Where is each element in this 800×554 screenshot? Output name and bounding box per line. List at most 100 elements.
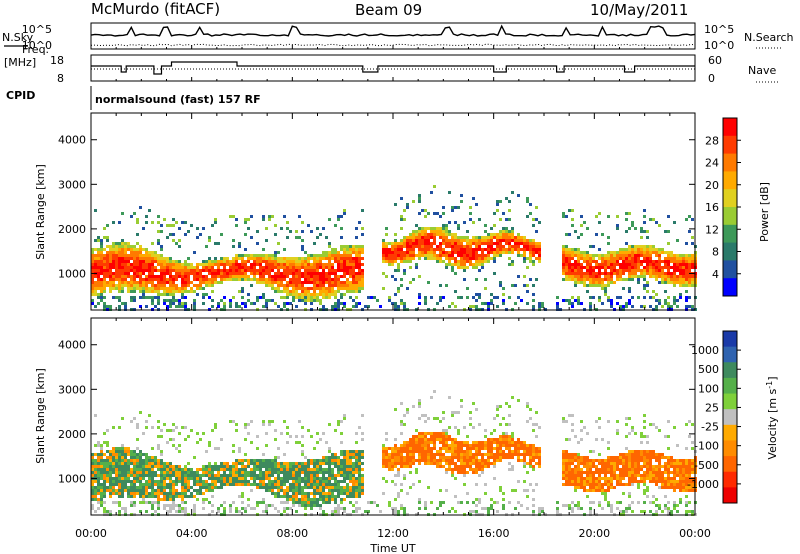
power-cell: [457, 242, 460, 245]
power-cell: [97, 293, 100, 296]
velocity-cell: [118, 492, 121, 495]
power-cell: [391, 257, 394, 260]
power-cell: [340, 236, 343, 239]
power-cell: [190, 281, 193, 284]
velocity-cell: [442, 456, 445, 459]
power-cell: [145, 287, 148, 290]
power-cell: [562, 251, 565, 254]
velocity-cell: [316, 498, 319, 501]
power-cell: [358, 263, 361, 266]
velocity-cell: [424, 432, 427, 435]
power-cell: [169, 275, 172, 278]
power-cell: [301, 230, 304, 233]
power-cell: [112, 242, 115, 245]
power-cell: [100, 287, 103, 290]
power-cell: [625, 266, 628, 269]
power-cell: [517, 194, 520, 197]
power-cell: [355, 236, 358, 239]
power-cell: [352, 260, 355, 263]
velocity-cell: [196, 489, 199, 492]
power-cell: [106, 269, 109, 272]
power-cell: [526, 257, 529, 260]
power-cell: [103, 260, 106, 263]
power-cell: [133, 257, 136, 260]
velocity-cell: [250, 471, 253, 474]
velocity-cell: [415, 447, 418, 450]
velocity-cell: [154, 483, 157, 486]
power-cell: [136, 248, 139, 251]
velocity-cell: [151, 474, 154, 477]
velocity-cell: [532, 459, 535, 462]
power-cell: [688, 254, 691, 257]
velocity-cell: [136, 447, 139, 450]
power-cell: [175, 260, 178, 263]
power-cell: [316, 227, 319, 230]
velocity-cell: [424, 435, 427, 438]
velocity-cell: [526, 405, 529, 408]
velocity-cell: [157, 492, 160, 495]
velocity-cell: [151, 507, 154, 510]
velocity-cell: [250, 483, 253, 486]
power-cell: [310, 230, 313, 233]
velocity-cell: [394, 465, 397, 468]
power-cell: [334, 275, 337, 278]
power-cell: [481, 239, 484, 242]
power-cell: [262, 272, 265, 275]
velocity-cell: [322, 483, 325, 486]
velocity-cell: [298, 486, 301, 489]
power-cell: [133, 260, 136, 263]
power-cell: [646, 251, 649, 254]
velocity-cell: [115, 480, 118, 483]
velocity-cell: [427, 450, 430, 453]
velocity-cell: [187, 495, 190, 498]
power-cell: [343, 248, 346, 251]
power-cell: [457, 254, 460, 257]
velocity-cell: [385, 453, 388, 456]
power-cell: [463, 263, 466, 266]
velocity-cell: [403, 462, 406, 465]
power-cell: [610, 275, 613, 278]
velocity-cell: [211, 474, 214, 477]
power-cell: [328, 284, 331, 287]
power-cell: [283, 278, 286, 281]
power-cell: [244, 275, 247, 278]
power-cell: [301, 275, 304, 278]
power-cell: [505, 230, 508, 233]
power-cell: [103, 287, 106, 290]
power-cell: [193, 290, 196, 293]
power-cell: [634, 257, 637, 260]
power-cell: [685, 257, 688, 260]
power-cell: [148, 281, 151, 284]
velocity-cell: [346, 456, 349, 459]
power-cell: [283, 284, 286, 287]
velocity-cell: [298, 498, 301, 501]
velocity-cell: [331, 453, 334, 456]
power-cell: [295, 266, 298, 269]
power-cell: [355, 257, 358, 260]
velocity-cell: [202, 507, 205, 510]
velocity-cell: [124, 465, 127, 468]
power-cell: [619, 254, 622, 257]
velocity-cell: [142, 495, 145, 498]
power-cell: [238, 245, 241, 248]
power-cell: [256, 272, 259, 275]
velocity-cell: [328, 447, 331, 450]
power-cell: [418, 227, 421, 230]
power-cell: [466, 266, 469, 269]
power-cell: [172, 302, 175, 305]
power-cell: [652, 275, 655, 278]
power-cell: [538, 221, 541, 224]
power-cell: [280, 257, 283, 260]
velocity-cell: [469, 417, 472, 420]
power-cell: [139, 269, 142, 272]
velocity-cell: [529, 456, 532, 459]
velocity-cell: [118, 510, 121, 513]
power-cell: [178, 287, 181, 290]
power-cell: [658, 251, 661, 254]
velocity-cell: [466, 459, 469, 462]
velocity-cell: [523, 447, 526, 450]
power-cell: [172, 239, 175, 242]
power-cell: [424, 236, 427, 239]
power-cell: [202, 293, 205, 296]
velocity-cell: [532, 444, 535, 447]
